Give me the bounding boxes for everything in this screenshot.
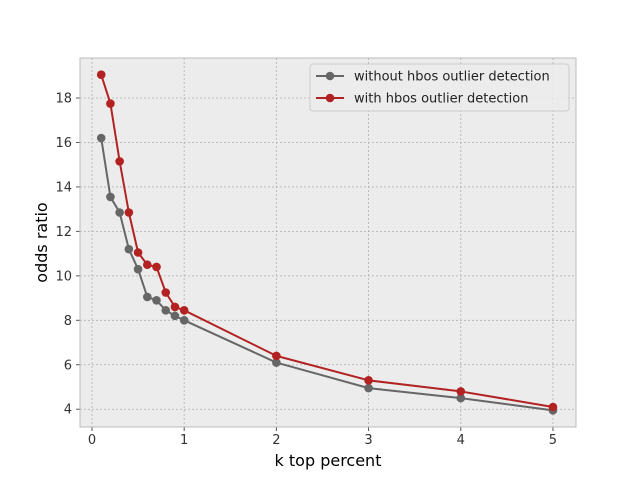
y-tick-label: 6 (64, 358, 72, 373)
x-tick-label: 3 (364, 433, 372, 448)
data-point (272, 358, 281, 367)
y-tick-label: 10 (55, 269, 72, 284)
x-tick-label: 1 (180, 433, 188, 448)
x-tick-label: 4 (457, 433, 465, 448)
x-tick-label: 0 (88, 433, 96, 448)
data-point (364, 376, 373, 385)
y-tick-label: 18 (55, 92, 72, 107)
legend-item: with hbos outlier detection (316, 92, 528, 107)
data-point (161, 305, 171, 315)
y-tick-label: 12 (55, 225, 72, 240)
legend-box (309, 63, 570, 112)
data-point (124, 244, 134, 254)
data-point (161, 288, 171, 297)
legend-item: without hbos outlier detection (316, 70, 550, 85)
data-point (115, 208, 124, 217)
data-point (106, 99, 115, 108)
series-2 (96, 70, 558, 412)
x-tick-label: 2 (272, 433, 280, 448)
data-point (152, 295, 161, 305)
plot-area (80, 58, 576, 427)
data-point (179, 316, 189, 325)
legend-marker (325, 93, 335, 103)
y-tick-label: 4 (64, 403, 72, 418)
series-line (100, 74, 554, 408)
data-point (143, 292, 152, 302)
data-point (96, 70, 106, 79)
legend: without hbos outlier detection with hbos … (309, 63, 570, 112)
series-1 (96, 133, 558, 415)
series-line (100, 137, 554, 412)
series-layer (96, 70, 558, 415)
y-tick-label: 16 (55, 136, 72, 151)
y-tick-label: 8 (64, 314, 72, 329)
data-point (143, 260, 152, 270)
x-axis-label: k top percent (275, 451, 382, 470)
plot-frame (79, 57, 577, 428)
legend-label: with hbos outlier detection (354, 92, 528, 107)
data-point (456, 393, 466, 403)
data-point (364, 383, 373, 393)
data-point (548, 402, 558, 412)
x-tick-label: 5 (549, 433, 557, 448)
y-tick-label: 14 (55, 180, 72, 195)
data-point (456, 387, 466, 396)
data-point (179, 305, 189, 315)
data-point (115, 157, 124, 166)
data-point (133, 248, 143, 257)
data-point (106, 192, 115, 202)
data-point (272, 351, 281, 361)
legend-marker (325, 71, 335, 81)
data-point (133, 264, 143, 274)
y-axis-label: odds ratio (32, 202, 51, 282)
data-point (170, 302, 180, 312)
data-point (152, 262, 161, 272)
data-point (124, 208, 134, 217)
data-point (170, 311, 180, 321)
legend-label: without hbos outlier detection (354, 70, 550, 85)
data-point (96, 133, 106, 143)
